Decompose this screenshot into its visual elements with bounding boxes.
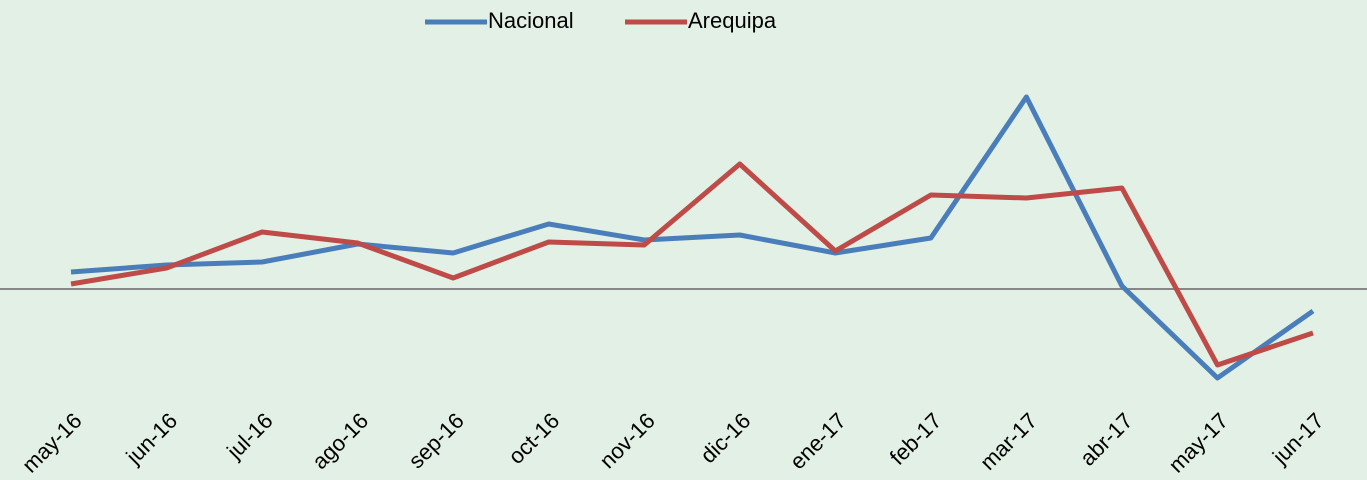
series-line [70, 161, 1314, 368]
series-line [70, 94, 1315, 381]
legend-label: Arequipa [688, 8, 777, 33]
legend-label: Nacional [488, 8, 574, 33]
